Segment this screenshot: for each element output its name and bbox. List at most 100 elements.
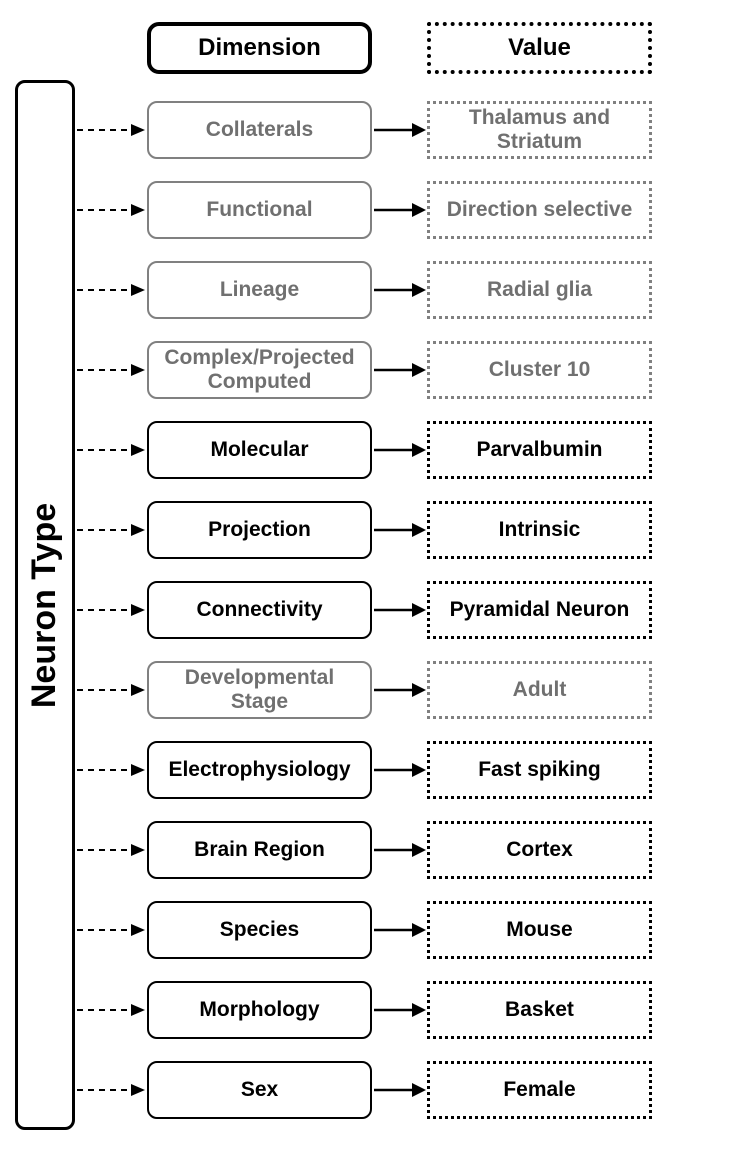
solid-arrow-icon — [372, 1080, 427, 1100]
solid-arrow — [372, 90, 427, 170]
left-column: Neuron Type — [15, 80, 75, 1130]
neuron-type-box: Neuron Type — [15, 80, 75, 1130]
solid-arrow-icon — [372, 120, 427, 140]
dashed-arrow — [75, 410, 147, 490]
dimension-box: Sex — [147, 1061, 372, 1119]
solid-arrow-icon — [372, 760, 427, 780]
value-box: Pyramidal Neuron — [427, 581, 652, 639]
diagram-row: Morphology Basket — [75, 970, 652, 1050]
dashed-arrow — [75, 810, 147, 890]
dimension-box: Collaterals — [147, 101, 372, 159]
rows-container: Collaterals Thalamus and Striatum Functi… — [75, 90, 652, 1130]
dashed-arrow — [75, 250, 147, 330]
dashed-arrow — [75, 330, 147, 410]
dimension-box: Morphology — [147, 981, 372, 1039]
solid-arrow-icon — [372, 280, 427, 300]
header-row: Dimension Value — [75, 20, 652, 75]
solid-arrow — [372, 490, 427, 570]
solid-arrow — [372, 650, 427, 730]
value-box: Mouse — [427, 901, 652, 959]
value-box: Direction selective — [427, 181, 652, 239]
solid-arrow-icon — [372, 600, 427, 620]
dashed-arrow-icon — [75, 200, 147, 220]
solid-arrow — [372, 330, 427, 410]
solid-arrow-icon — [372, 840, 427, 860]
solid-arrow — [372, 570, 427, 650]
dashed-arrow — [75, 490, 147, 570]
solid-arrow — [372, 970, 427, 1050]
diagram-row: Functional Direction selective — [75, 170, 652, 250]
solid-arrow — [372, 730, 427, 810]
diagram-row: Sex Female — [75, 1050, 652, 1130]
diagram-row: Species Mouse — [75, 890, 652, 970]
dashed-arrow — [75, 890, 147, 970]
solid-arrow-icon — [372, 520, 427, 540]
solid-arrow — [372, 250, 427, 330]
header-dimension: Dimension — [147, 22, 372, 74]
header-value: Value — [427, 22, 652, 74]
dimension-box: Projection — [147, 501, 372, 559]
diagram-row: Projection Intrinsic — [75, 490, 652, 570]
solid-arrow-icon — [372, 200, 427, 220]
dashed-arrow — [75, 90, 147, 170]
dashed-arrow — [75, 1050, 147, 1130]
value-box: Female — [427, 1061, 652, 1119]
dimension-box: Complex/Projected Computed — [147, 341, 372, 399]
dashed-arrow — [75, 730, 147, 810]
dimension-box: Brain Region — [147, 821, 372, 879]
dashed-arrow-icon — [75, 360, 147, 380]
diagram-row: Connectivity Pyramidal Neuron — [75, 570, 652, 650]
dashed-arrow-icon — [75, 1000, 147, 1020]
diagram-row: Brain Region Cortex — [75, 810, 652, 890]
dashed-arrow — [75, 970, 147, 1050]
dimension-box: Functional — [147, 181, 372, 239]
diagram-row: Developmental Stage Adult — [75, 650, 652, 730]
dashed-arrow-icon — [75, 280, 147, 300]
dashed-arrow-icon — [75, 840, 147, 860]
value-box: Adult — [427, 661, 652, 719]
solid-arrow-icon — [372, 440, 427, 460]
solid-arrow-icon — [372, 1000, 427, 1020]
dashed-arrow-icon — [75, 1080, 147, 1100]
solid-arrow-icon — [372, 360, 427, 380]
value-box: Basket — [427, 981, 652, 1039]
solid-arrow — [372, 810, 427, 890]
solid-arrow-icon — [372, 680, 427, 700]
dashed-arrow-icon — [75, 440, 147, 460]
diagram-row: Lineage Radial glia — [75, 250, 652, 330]
dashed-arrow — [75, 570, 147, 650]
diagram-row: Electrophysiology Fast spiking — [75, 730, 652, 810]
solid-arrow — [372, 1050, 427, 1130]
value-box: Thalamus and Striatum — [427, 101, 652, 159]
dashed-arrow-icon — [75, 920, 147, 940]
diagram-row: Complex/Projected Computed Cluster 10 — [75, 330, 652, 410]
solid-arrow — [372, 170, 427, 250]
dashed-arrow-icon — [75, 600, 147, 620]
value-box: Parvalbumin — [427, 421, 652, 479]
content-column: Dimension Value Collaterals Thalamus and… — [75, 20, 652, 1130]
neuron-type-label: Neuron Type — [26, 502, 65, 707]
dimension-box: Developmental Stage — [147, 661, 372, 719]
solid-arrow-icon — [372, 920, 427, 940]
dashed-arrow-icon — [75, 760, 147, 780]
dashed-arrow-icon — [75, 680, 147, 700]
dimension-box: Electrophysiology — [147, 741, 372, 799]
value-box: Intrinsic — [427, 501, 652, 559]
dimension-box: Species — [147, 901, 372, 959]
dashed-arrow-icon — [75, 120, 147, 140]
dashed-arrow — [75, 170, 147, 250]
value-box: Cortex — [427, 821, 652, 879]
dimension-box: Lineage — [147, 261, 372, 319]
diagram-row: Molecular Parvalbumin — [75, 410, 652, 490]
neuron-type-diagram: Neuron Type Dimension Value Collaterals … — [15, 20, 734, 1130]
value-box: Cluster 10 — [427, 341, 652, 399]
solid-arrow — [372, 410, 427, 490]
value-box: Radial glia — [427, 261, 652, 319]
dimension-box: Connectivity — [147, 581, 372, 639]
dashed-arrow-icon — [75, 520, 147, 540]
solid-arrow — [372, 890, 427, 970]
value-box: Fast spiking — [427, 741, 652, 799]
diagram-row: Collaterals Thalamus and Striatum — [75, 90, 652, 170]
dimension-box: Molecular — [147, 421, 372, 479]
dashed-arrow — [75, 650, 147, 730]
